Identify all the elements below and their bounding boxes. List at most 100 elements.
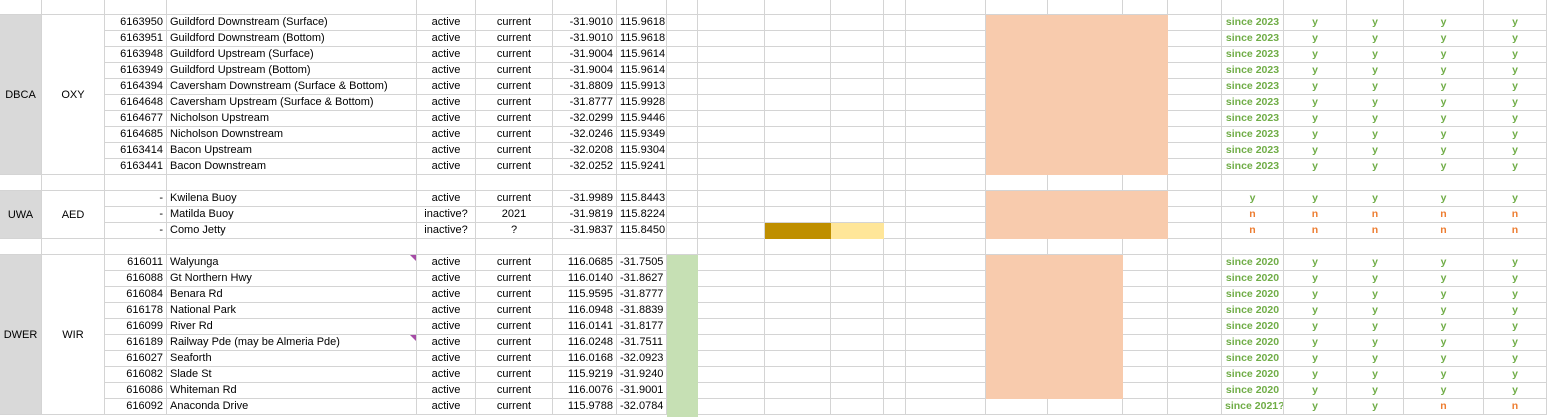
cell-e2[interactable] (698, 255, 765, 271)
cell-e4[interactable] (831, 271, 884, 287)
empty-cell[interactable] (0, 239, 42, 255)
cell-e4[interactable] (831, 303, 884, 319)
cell-period[interactable]: current (476, 287, 553, 303)
cell-e1[interactable] (667, 79, 698, 95)
cell-id[interactable]: 616011 (105, 255, 167, 271)
cell-e4[interactable] (831, 111, 884, 127)
cell-e4[interactable] (831, 143, 884, 159)
cell-since[interactable]: since 2020 (1222, 383, 1284, 399)
empty-cell[interactable] (884, 0, 906, 15)
empty-cell[interactable] (42, 239, 105, 255)
cell-c1[interactable]: 115.9788 (553, 399, 617, 415)
cell-e2[interactable] (698, 223, 765, 239)
cell-f2[interactable]: n (1347, 223, 1404, 239)
cell-c1[interactable]: -31.9837 (553, 223, 617, 239)
cell-e6[interactable] (906, 47, 986, 63)
cell-f3[interactable]: y (1404, 351, 1484, 367)
cell-c2[interactable]: -31.8839 (617, 303, 667, 319)
cell-e6[interactable] (906, 127, 986, 143)
cell-f4[interactable]: y (1484, 143, 1547, 159)
cell-status[interactable]: active (417, 319, 476, 335)
cell-status[interactable]: inactive? (417, 223, 476, 239)
cell-e10[interactable] (1168, 319, 1222, 335)
cell-e6[interactable] (906, 367, 986, 383)
cell-f3[interactable]: y (1404, 287, 1484, 303)
cell-status[interactable]: active (417, 159, 476, 175)
cell-f1[interactable]: y (1284, 31, 1347, 47)
cell-f4[interactable]: y (1484, 31, 1547, 47)
cell-f2[interactable]: y (1347, 335, 1404, 351)
empty-cell[interactable] (1048, 239, 1123, 255)
empty-cell[interactable] (1484, 175, 1547, 191)
empty-cell[interactable] (1048, 0, 1123, 15)
org-label[interactable]: DBCA (0, 15, 42, 175)
cell-e10[interactable] (1168, 111, 1222, 127)
cell-e10[interactable] (1168, 367, 1222, 383)
empty-cell[interactable] (1048, 175, 1123, 191)
cell-since[interactable]: since 2020 (1222, 351, 1284, 367)
cell-e10[interactable] (1168, 351, 1222, 367)
cell-c1[interactable]: 116.0141 (553, 319, 617, 335)
empty-cell[interactable] (906, 239, 986, 255)
cell-period[interactable]: current (476, 399, 553, 415)
cell-f2[interactable]: y (1347, 159, 1404, 175)
empty-cell[interactable] (1123, 0, 1168, 15)
cell-name[interactable]: Walyunga (167, 255, 417, 271)
cell-period[interactable]: current (476, 191, 553, 207)
cell-name[interactable]: Kwilena Buoy (167, 191, 417, 207)
empty-cell[interactable] (1404, 175, 1484, 191)
cell-f3[interactable]: y (1404, 47, 1484, 63)
cell-e5[interactable] (884, 127, 906, 143)
cell-f4[interactable]: y (1484, 191, 1547, 207)
cell-id[interactable]: 6163948 (105, 47, 167, 63)
empty-cell[interactable] (553, 239, 617, 255)
empty-cell[interactable] (417, 0, 476, 15)
empty-cell[interactable] (617, 239, 667, 255)
cell-status[interactable]: inactive? (417, 207, 476, 223)
cell-f4[interactable]: y (1484, 111, 1547, 127)
empty-cell[interactable] (1123, 175, 1168, 191)
cell-status[interactable]: active (417, 271, 476, 287)
cell-f1[interactable]: y (1284, 127, 1347, 143)
cell-id[interactable]: 6164677 (105, 111, 167, 127)
cell-status[interactable]: active (417, 47, 476, 63)
cell-e4[interactable] (831, 367, 884, 383)
cell-e10[interactable] (1168, 303, 1222, 319)
cell-c1[interactable]: -32.0252 (553, 159, 617, 175)
cell-c2[interactable]: -31.7505 (617, 255, 667, 271)
cell-e1[interactable] (667, 159, 698, 175)
cell-f1[interactable]: y (1284, 159, 1347, 175)
cell-status[interactable]: active (417, 287, 476, 303)
cell-f4[interactable]: n (1484, 223, 1547, 239)
cell-e2[interactable] (698, 271, 765, 287)
empty-cell[interactable] (765, 239, 831, 255)
cell-e6[interactable] (906, 287, 986, 303)
cell-f4[interactable]: y (1484, 47, 1547, 63)
cell-f3[interactable]: y (1404, 15, 1484, 31)
cell-f1[interactable]: y (1284, 319, 1347, 335)
cell-e3[interactable] (765, 303, 831, 319)
empty-cell[interactable] (476, 0, 553, 15)
cell-e3[interactable] (765, 287, 831, 303)
cell-f2[interactable]: y (1347, 191, 1404, 207)
cell-f2[interactable]: y (1347, 111, 1404, 127)
cell-c2[interactable]: 115.8224 (617, 207, 667, 223)
cell-f2[interactable]: y (1347, 127, 1404, 143)
cell-status[interactable]: active (417, 63, 476, 79)
cell-e4[interactable] (831, 79, 884, 95)
empty-cell[interactable] (986, 239, 1048, 255)
cell-e3[interactable] (765, 127, 831, 143)
cell-e5[interactable] (884, 47, 906, 63)
cell-c2[interactable]: -31.9001 (617, 383, 667, 399)
cell-f1[interactable]: y (1284, 351, 1347, 367)
cell-f4[interactable]: y (1484, 79, 1547, 95)
cell-e4[interactable] (831, 335, 884, 351)
cell-e5[interactable] (884, 319, 906, 335)
cell-e10[interactable] (1168, 207, 1222, 223)
cell-e10[interactable] (1168, 335, 1222, 351)
empty-cell[interactable] (667, 175, 698, 191)
cell-period[interactable]: current (476, 351, 553, 367)
cell-c1[interactable]: -31.8809 (553, 79, 617, 95)
cell-status[interactable]: active (417, 15, 476, 31)
cell-e10[interactable] (1168, 31, 1222, 47)
